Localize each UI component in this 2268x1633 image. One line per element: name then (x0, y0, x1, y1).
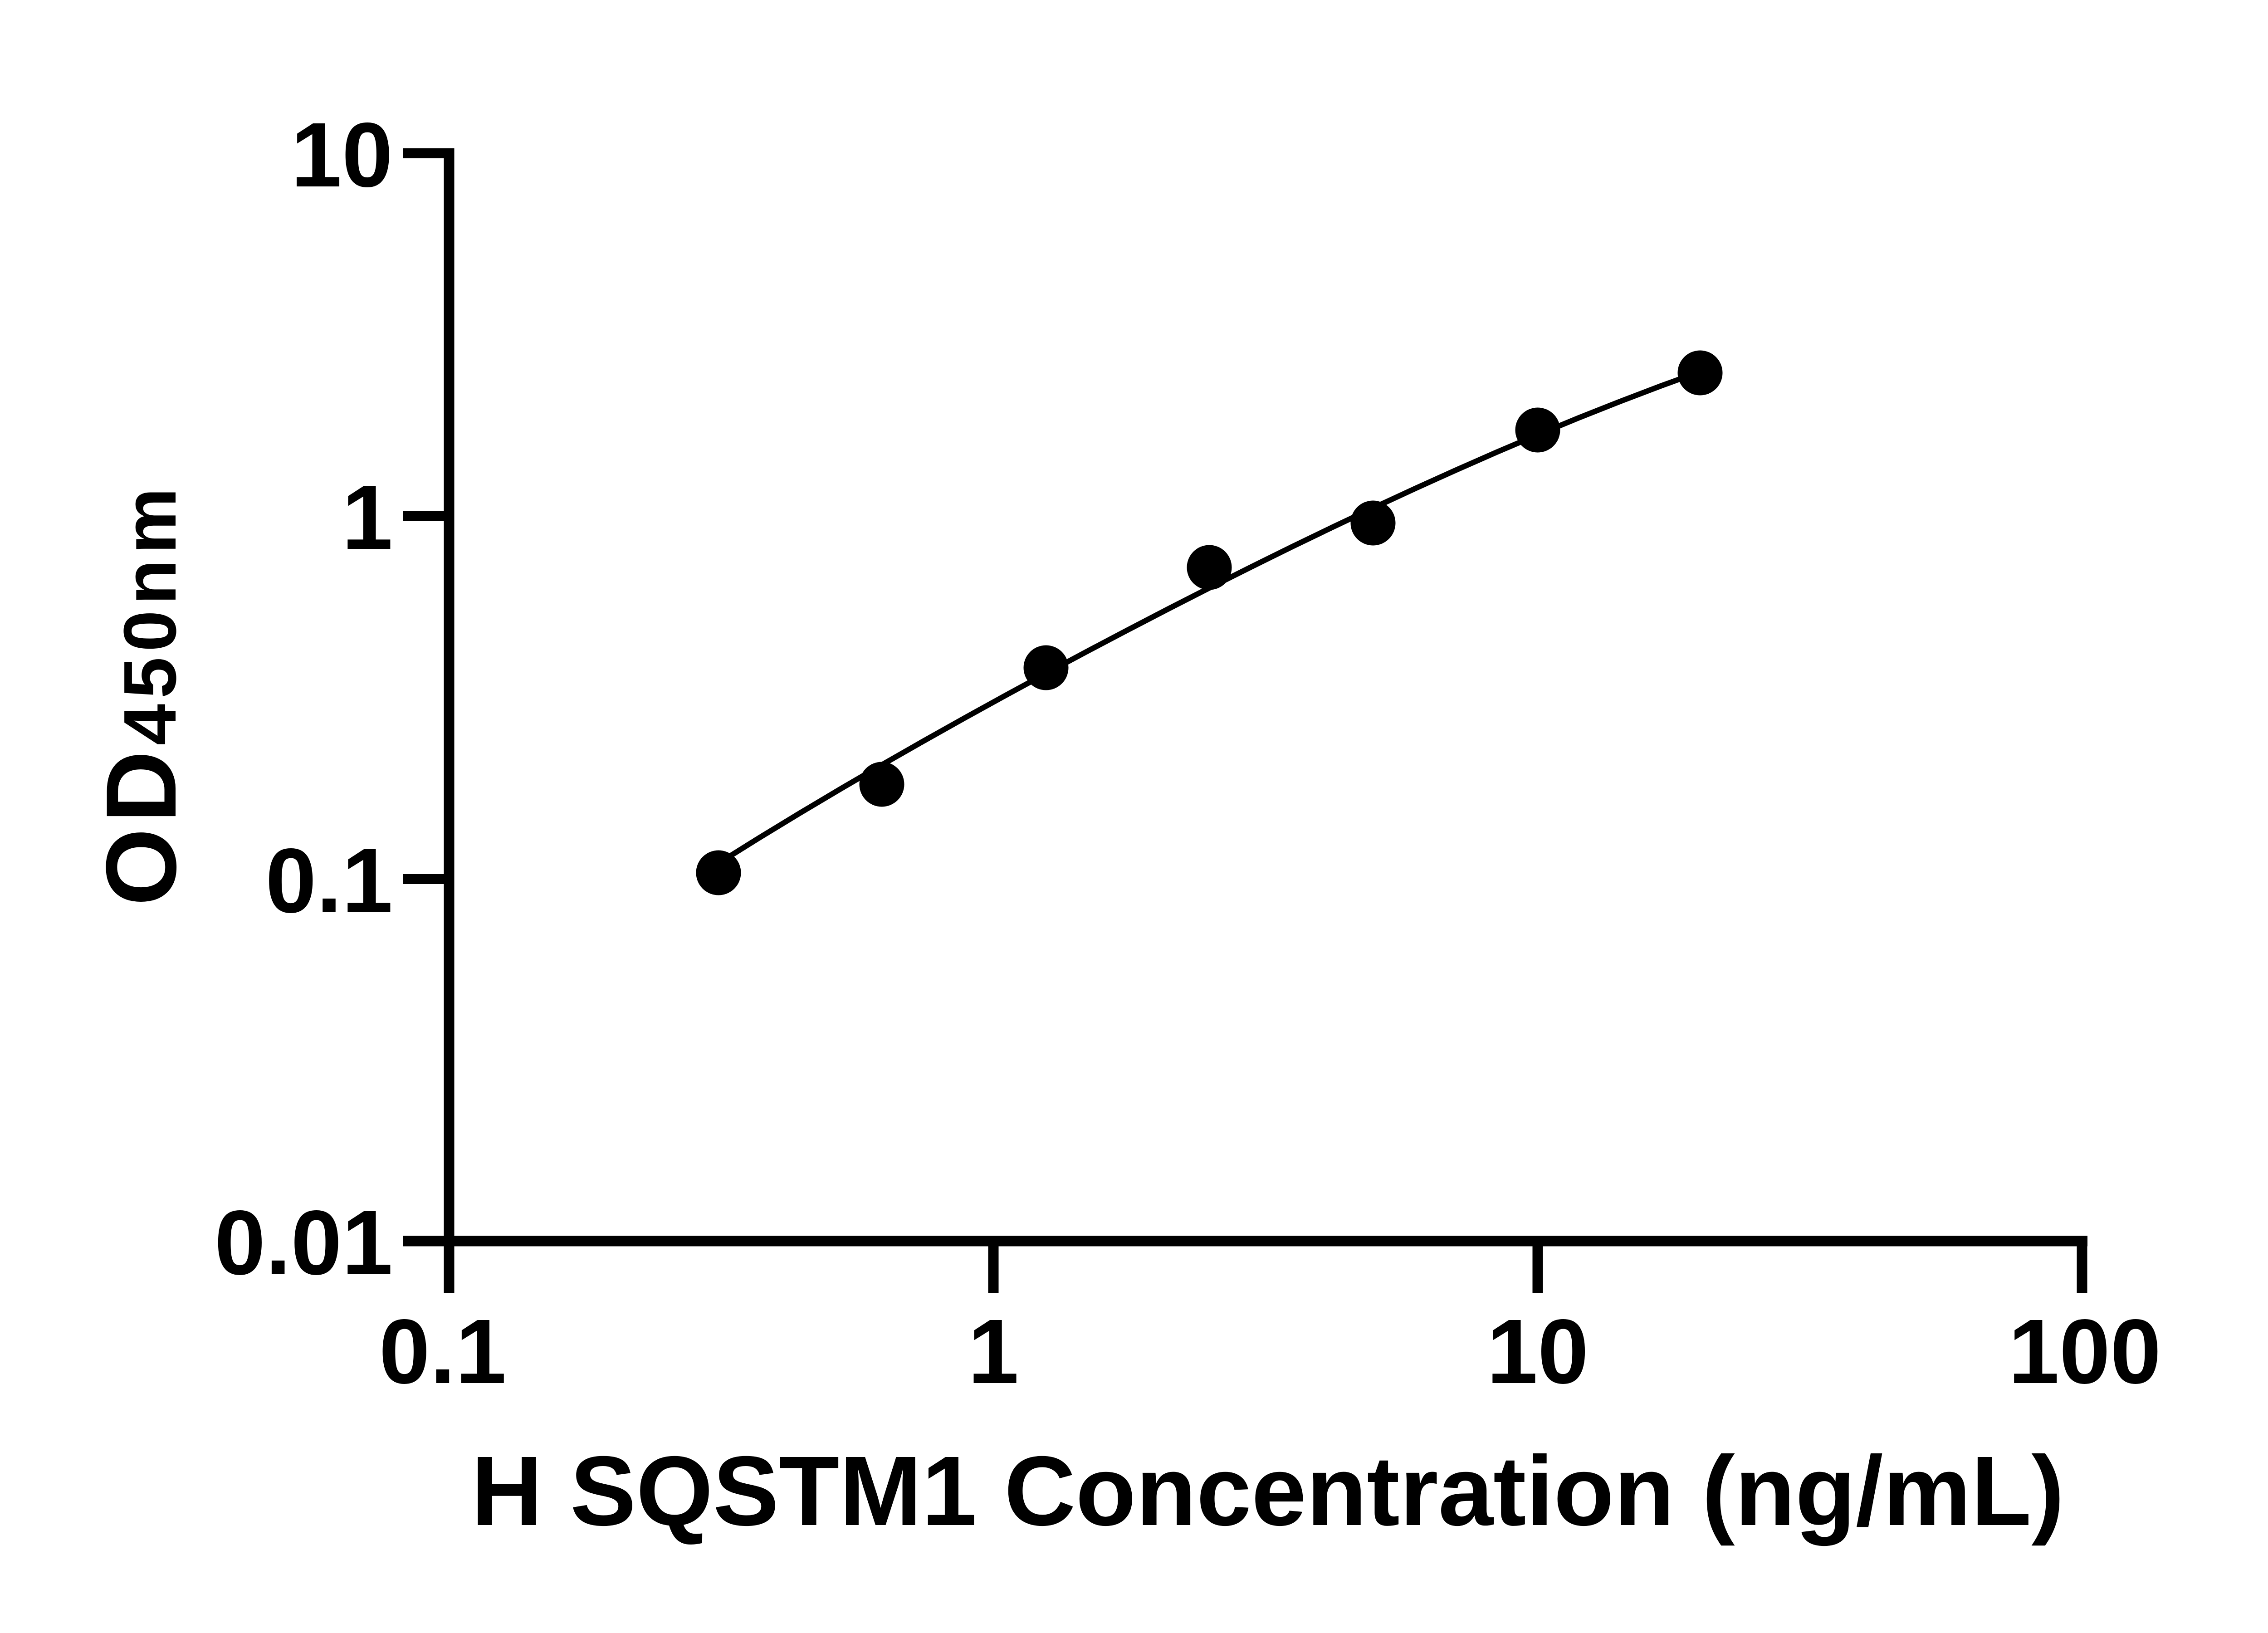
svg-text:0.1: 0.1 (379, 1300, 507, 1403)
svg-text:100: 100 (2008, 1300, 2161, 1403)
svg-text:0.1: 0.1 (265, 829, 393, 932)
svg-text:1: 1 (342, 466, 393, 568)
svg-text:H SQSTM1 Concentration (ng/mL): H SQSTM1 Concentration (ng/mL) (471, 1436, 2064, 1546)
svg-text:0.01: 0.01 (215, 1191, 393, 1294)
svg-text:1: 1 (968, 1300, 1019, 1403)
svg-text:OD450nm: OD450nm (85, 482, 197, 906)
svg-text:10: 10 (291, 103, 393, 206)
svg-text:10: 10 (1487, 1300, 1589, 1403)
